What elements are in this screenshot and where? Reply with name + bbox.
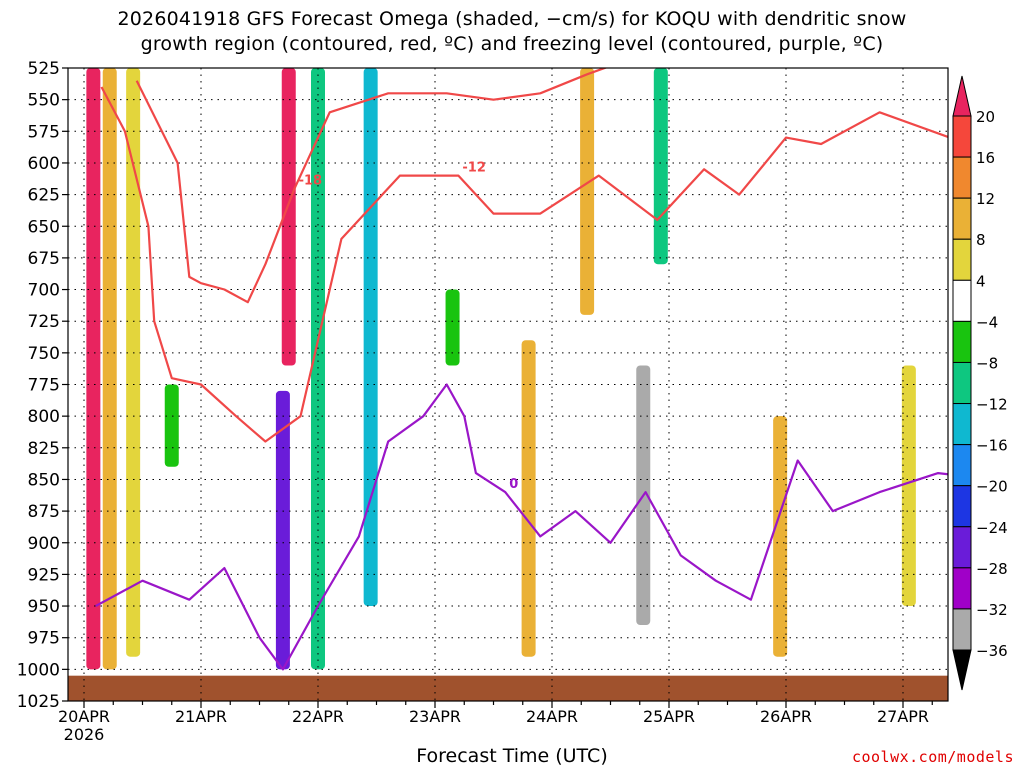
y-tick-label: 600 [28,154,60,174]
y-tick-label: 700 [28,281,60,301]
colorbar-swatch [952,156,972,199]
omega-band-12 [653,68,668,265]
colorbar-swatch [952,526,972,569]
contour-label-2: 0 [509,477,518,492]
omega-band-14 [901,365,916,607]
contour-line-2 [95,383,948,671]
omega-band-8 [445,289,460,366]
colorbar-label: −4 [976,313,998,331]
y-tick-label: 550 [28,91,60,111]
omega-band-2 [126,68,141,657]
colorbar-label: 16 [976,149,995,167]
colorbar-label: −28 [976,560,1008,578]
x-tick-label: 27APR [877,707,929,726]
y-axis: 525 550 575 600 625 650 675 700 725 750 775 800 825 8… [17,59,68,712]
chart-title-line-1: 2026041918 GFS Forecast Omega (shaded, −… [117,8,907,30]
x-tick-label: 21APR [175,707,227,726]
colorbar-swatch [952,115,972,158]
x-tick-label: 25APR [643,707,695,726]
omega-band-7 [363,68,378,607]
terrain-fill [68,675,948,701]
omega-band-13 [773,416,788,657]
chart-title-line-2: growth region (contoured, red, ºC) and f… [140,33,884,55]
omega-band-3 [164,384,179,467]
contour-label-1: -18 [299,173,323,188]
y-tick-label: 900 [28,534,60,554]
x-axis-label: Forecast Time (UTC) [416,745,608,767]
contour-label-0: -12 [462,161,486,176]
x-tick-label: 20APR [58,707,110,726]
contour-line-0 [100,86,948,443]
colorbar-label: −20 [976,478,1008,496]
y-tick-label: 850 [28,470,60,490]
omega-band-10 [580,68,595,315]
y-tick-label: 1025 [17,692,60,712]
x-tick-label: 22APR [292,707,344,726]
colorbar-swatch [952,238,972,281]
x-tick-label: 26APR [760,707,812,726]
omega-band-9 [521,340,536,657]
y-tick-label: 975 [28,629,60,649]
omega-band-0 [86,68,101,670]
colorbar-label: 20 [976,108,995,126]
colorbar-label: −12 [976,396,1008,414]
y-tick-label: 650 [28,217,60,237]
x-axis: 20APR 21APR 22APR 23APR 24APR 25APR 26APR 27APR… [58,701,933,744]
contours [95,68,948,671]
colorbar-swatch [952,361,972,405]
colorbar-swatch [952,608,972,651]
colorbar-label: −36 [976,642,1008,660]
colorbar-swatch [952,197,972,240]
contour-line-1 [135,68,608,304]
x-tick-label: 23APR [409,707,461,726]
colorbar-label: −24 [976,519,1008,537]
colorbar-swatch [952,320,972,363]
y-tick-label: 750 [28,344,60,364]
omega-shading [86,68,916,670]
grid [68,68,948,701]
x-year-label: 2026 [64,725,105,744]
y-tick-label: 525 [28,59,60,79]
y-tick-label: 800 [28,407,60,427]
colorbar-swatch [952,279,972,322]
colorbar-label: 8 [976,231,986,249]
credit-link[interactable]: coolwx.com/models [851,748,1014,766]
y-tick-label: 575 [28,122,60,142]
x-tick-label: 24APR [526,707,578,726]
colorbar-label: 12 [976,190,995,208]
colorbar-swatch [952,403,972,446]
colorbar-swatch [952,567,972,610]
colorbar: 20 16 12 8 4 −4 −8 −12 −16 −20 −24 −28 −32 −36 [952,75,1008,691]
omega-band-6 [311,68,325,670]
y-tick-label: 675 [28,249,60,269]
y-tick-label: 775 [28,376,60,396]
colorbar-top-triangle [952,75,972,117]
y-tick-label: 1000 [17,660,60,680]
y-tick-label: 925 [28,565,60,585]
omega-band-1 [102,68,117,670]
plot-background [68,68,948,701]
colorbar-swatch [952,485,972,528]
y-tick-label: 725 [28,312,60,332]
colorbar-label: −16 [976,437,1008,455]
colorbar-label: −32 [976,601,1008,619]
colorbar-label: −8 [976,354,998,372]
colorbar-bottom-triangle [952,649,972,691]
y-tick-label: 875 [28,502,60,522]
terrain-surface [68,675,948,701]
colorbar-label: 4 [976,272,986,290]
omega-band-5 [275,390,290,670]
omega-band-4 [281,68,296,366]
y-tick-label: 625 [28,186,60,206]
colorbar-swatch [952,444,972,487]
contour-labels: -12 -18 0 [299,161,519,492]
y-tick-label: 825 [28,439,60,459]
y-tick-label: 950 [28,597,60,617]
